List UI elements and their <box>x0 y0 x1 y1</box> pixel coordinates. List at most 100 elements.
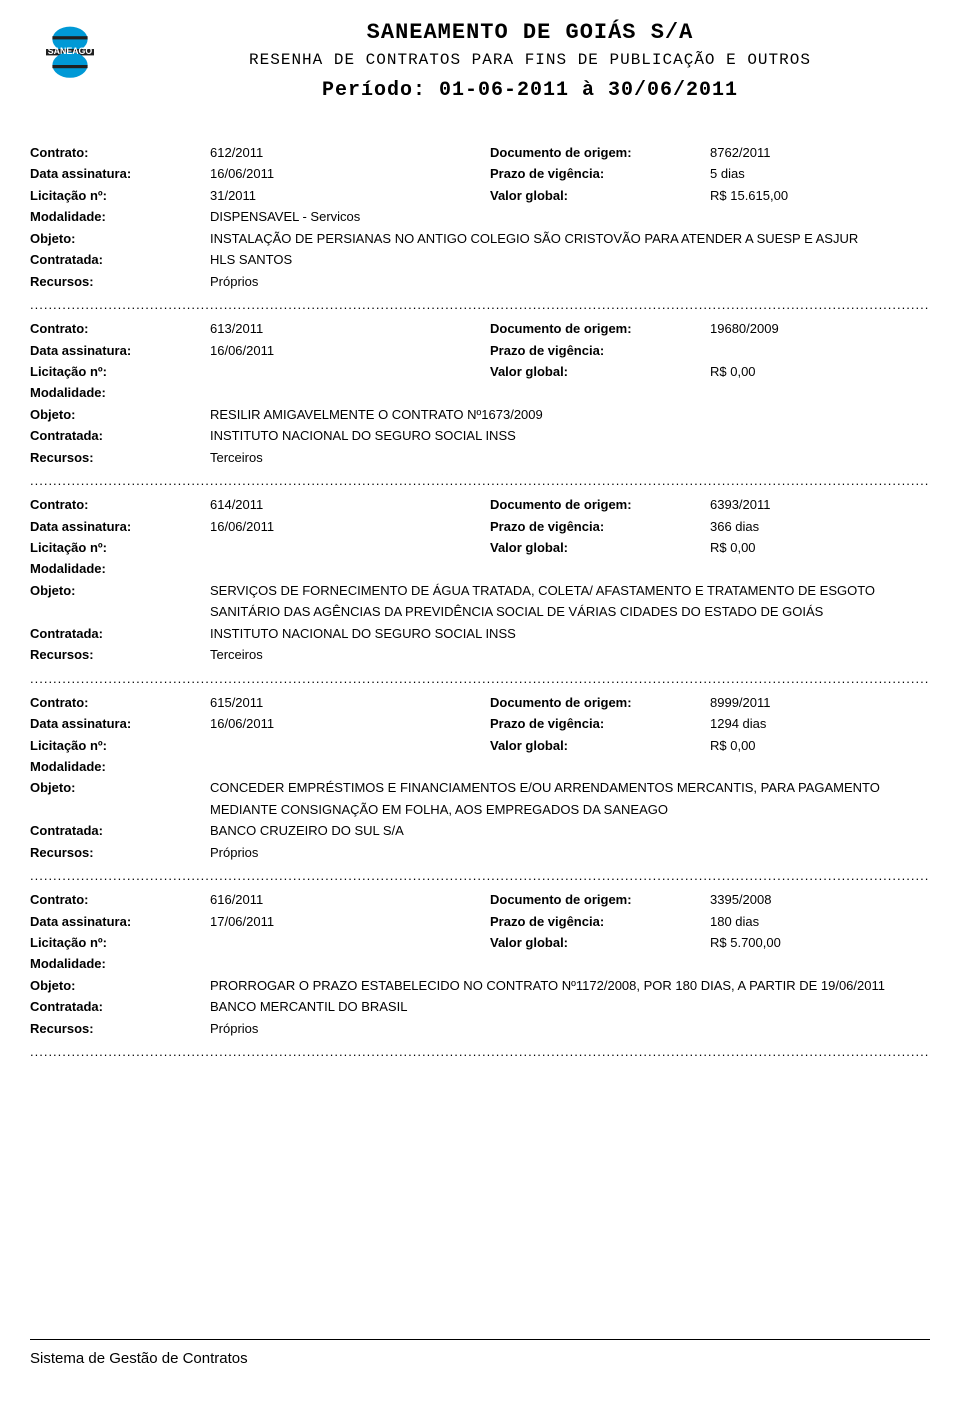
row-modalidade: Modalidade: <box>30 756 930 777</box>
label-licitacao: Licitação nº: <box>30 185 210 206</box>
row-objeto: Objeto: SERVIÇOS DE FORNECIMENTO DE ÁGUA… <box>30 580 930 623</box>
logo-icon: SANEAGO <box>30 25 110 85</box>
value-documento-origem: 3395/2008 <box>710 889 930 910</box>
separator <box>30 672 930 686</box>
value-valor-global: R$ 0,00 <box>710 537 930 558</box>
value-licitacao: 31/2011 <box>210 185 490 206</box>
value-contratada: INSTITUTO NACIONAL DO SEGURO SOCIAL INSS <box>210 623 930 644</box>
value-data-assinatura: 17/06/2011 <box>210 911 490 932</box>
value-contrato: 616/2011 <box>210 889 490 910</box>
page-header: SANEAGO SANEAMENTO DE GOIÁS S/A RESENHA … <box>30 20 930 102</box>
value-objeto: INSTALAÇÃO DE PERSIANAS NO ANTIGO COLEGI… <box>210 228 930 249</box>
company-logo: SANEAGO <box>30 25 110 85</box>
label-contrato: Contrato: <box>30 889 210 910</box>
label-valor-global: Valor global: <box>490 932 710 953</box>
value-recursos: Próprios <box>210 271 930 292</box>
contract-block: Contrato: 616/2011 Documento de origem: … <box>30 889 930 1039</box>
row-modalidade: Modalidade: <box>30 953 930 974</box>
label-licitacao: Licitação nº: <box>30 361 210 382</box>
value-valor-global: R$ 5.700,00 <box>710 932 930 953</box>
label-objeto: Objeto: <box>30 777 210 820</box>
contracts-list: Contrato: 612/2011 Documento de origem: … <box>30 142 930 1059</box>
value-documento-origem: 8762/2011 <box>710 142 930 163</box>
value-recursos: Próprios <box>210 1018 930 1039</box>
row-licitacao: Licitação nº: Valor global: R$ 5.700,00 <box>30 932 930 953</box>
value-licitacao <box>210 361 490 382</box>
value-documento-origem: 6393/2011 <box>710 494 930 515</box>
label-licitacao: Licitação nº: <box>30 537 210 558</box>
label-contratada: Contratada: <box>30 425 210 446</box>
value-modalidade <box>210 756 930 777</box>
label-objeto: Objeto: <box>30 975 210 996</box>
label-licitacao: Licitação nº: <box>30 735 210 756</box>
label-contrato: Contrato: <box>30 318 210 339</box>
row-recursos: Recursos: Próprios <box>30 1018 930 1039</box>
label-prazo-vigencia: Prazo de vigência: <box>490 713 710 734</box>
row-data-assinatura: Data assinatura: 16/06/2011 Prazo de vig… <box>30 516 930 537</box>
value-valor-global: R$ 0,00 <box>710 735 930 756</box>
row-objeto: Objeto: CONCEDER EMPRÉSTIMOS E FINANCIAM… <box>30 777 930 820</box>
contract-block: Contrato: 612/2011 Documento de origem: … <box>30 142 930 292</box>
period-text: Período: 01-06-2011 à 30/06/2011 <box>130 79 930 102</box>
value-contratada: BANCO MERCANTIL DO BRASIL <box>210 996 930 1017</box>
value-contrato: 614/2011 <box>210 494 490 515</box>
label-documento-origem: Documento de origem: <box>490 692 710 713</box>
label-prazo-vigencia: Prazo de vigência: <box>490 340 710 361</box>
row-contratada: Contratada: HLS SANTOS <box>30 249 930 270</box>
row-recursos: Recursos: Terceiros <box>30 644 930 665</box>
label-recursos: Recursos: <box>30 842 210 863</box>
row-data-assinatura: Data assinatura: 16/06/2011 Prazo de vig… <box>30 163 930 184</box>
label-recursos: Recursos: <box>30 271 210 292</box>
value-recursos: Terceiros <box>210 644 930 665</box>
value-contrato: 615/2011 <box>210 692 490 713</box>
value-documento-origem: 8999/2011 <box>710 692 930 713</box>
value-valor-global: R$ 0,00 <box>710 361 930 382</box>
label-data-assinatura: Data assinatura: <box>30 163 210 184</box>
row-contratada: Contratada: INSTITUTO NACIONAL DO SEGURO… <box>30 623 930 644</box>
row-contrato: Contrato: 616/2011 Documento de origem: … <box>30 889 930 910</box>
value-data-assinatura: 16/06/2011 <box>210 163 490 184</box>
value-contratada: HLS SANTOS <box>210 249 930 270</box>
value-prazo-vigencia: 180 dias <box>710 911 930 932</box>
separator <box>30 474 930 488</box>
value-modalidade: DISPENSAVEL - Servicos <box>210 206 930 227</box>
row-recursos: Recursos: Terceiros <box>30 447 930 468</box>
value-licitacao <box>210 932 490 953</box>
label-objeto: Objeto: <box>30 580 210 623</box>
page-footer: Sistema de Gestão de Contratos <box>30 1339 930 1367</box>
row-objeto: Objeto: INSTALAÇÃO DE PERSIANAS NO ANTIG… <box>30 228 930 249</box>
row-modalidade: Modalidade: DISPENSAVEL - Servicos <box>30 206 930 227</box>
separator <box>30 869 930 883</box>
label-recursos: Recursos: <box>30 644 210 665</box>
value-recursos: Próprios <box>210 842 930 863</box>
value-objeto: SERVIÇOS DE FORNECIMENTO DE ÁGUA TRATADA… <box>210 580 930 623</box>
separator <box>30 1045 930 1059</box>
label-prazo-vigencia: Prazo de vigência: <box>490 516 710 537</box>
label-objeto: Objeto: <box>30 404 210 425</box>
label-valor-global: Valor global: <box>490 361 710 382</box>
separator <box>30 298 930 312</box>
row-licitacao: Licitação nº: 31/2011 Valor global: R$ 1… <box>30 185 930 206</box>
value-data-assinatura: 16/06/2011 <box>210 713 490 734</box>
value-valor-global: R$ 15.615,00 <box>710 185 930 206</box>
label-prazo-vigencia: Prazo de vigência: <box>490 911 710 932</box>
row-objeto: Objeto: PRORROGAR O PRAZO ESTABELECIDO N… <box>30 975 930 996</box>
row-contratada: Contratada: BANCO MERCANTIL DO BRASIL <box>30 996 930 1017</box>
label-modalidade: Modalidade: <box>30 382 210 403</box>
label-data-assinatura: Data assinatura: <box>30 516 210 537</box>
value-data-assinatura: 16/06/2011 <box>210 516 490 537</box>
label-contrato: Contrato: <box>30 142 210 163</box>
row-objeto: Objeto: RESILIR AMIGAVELMENTE O CONTRATO… <box>30 404 930 425</box>
page-title: SANEAMENTO DE GOIÁS S/A <box>130 20 930 45</box>
value-data-assinatura: 16/06/2011 <box>210 340 490 361</box>
contract-block: Contrato: 613/2011 Documento de origem: … <box>30 318 930 468</box>
contract-block: Contrato: 614/2011 Documento de origem: … <box>30 494 930 666</box>
value-contrato: 612/2011 <box>210 142 490 163</box>
label-contratada: Contratada: <box>30 623 210 644</box>
row-contrato: Contrato: 612/2011 Documento de origem: … <box>30 142 930 163</box>
row-recursos: Recursos: Próprios <box>30 842 930 863</box>
label-data-assinatura: Data assinatura: <box>30 340 210 361</box>
value-modalidade <box>210 382 930 403</box>
label-valor-global: Valor global: <box>490 537 710 558</box>
label-recursos: Recursos: <box>30 1018 210 1039</box>
